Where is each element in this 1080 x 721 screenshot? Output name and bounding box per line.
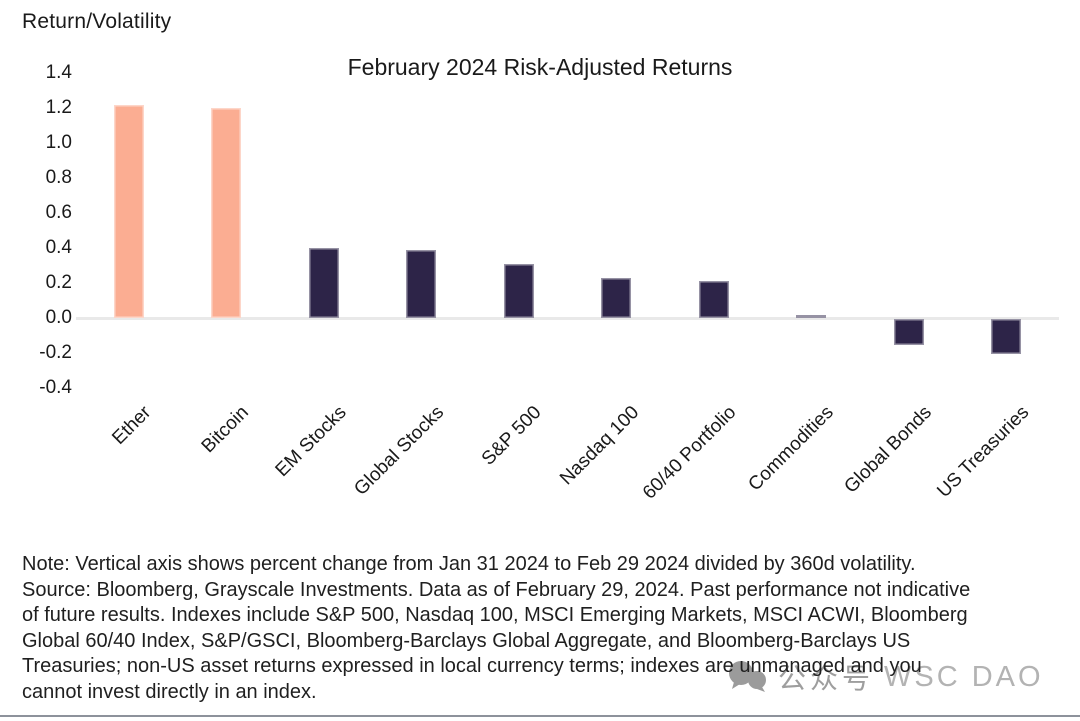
- x-tick-label: S&P 500: [477, 402, 546, 470]
- watermark-text-en: WSC DAO: [884, 660, 1044, 693]
- y-axis-title: Return/Volatility: [22, 10, 172, 33]
- chat-bubbles-icon: [728, 660, 768, 694]
- bar-us-treasuries: [991, 319, 1022, 354]
- y-tick-label: 0.0: [45, 307, 72, 328]
- zero-axis-line: [76, 317, 1059, 320]
- watermark-text-cn: 公众号: [778, 663, 875, 694]
- note-line-2: Source: Bloomberg, Grayscale Investments…: [22, 578, 971, 601]
- x-tick-label: Nasdaq 100: [555, 402, 644, 490]
- x-tick-label: Commodities: [744, 402, 839, 496]
- x-tick-label: Global Bonds: [840, 402, 936, 498]
- note-line-3: of future results. Indexes include S&P 5…: [22, 604, 968, 626]
- x-tick-label: US Treasuries: [933, 402, 1034, 502]
- x-tick-label: Global Stocks: [350, 402, 449, 500]
- chart-title: February 2024 Risk-Adjusted Returns: [347, 54, 733, 80]
- plot-area: 1.4 1.2 1.0 0.8 0.6 0.4 0.2 0.0 -0.2 -0.4 Ether Bit…: [39, 62, 1059, 504]
- bar-em-stocks: [308, 248, 339, 318]
- note-line-6: cannot invest directly in an index.: [22, 680, 317, 703]
- y-tick-label: 1.4: [45, 62, 72, 83]
- y-tick-label: 1.2: [45, 97, 72, 118]
- bar-60-40-portfolio: [698, 281, 729, 318]
- y-tick-label: 0.6: [45, 202, 72, 223]
- bar-s-p-500: [503, 263, 534, 318]
- bar-commodities: [796, 314, 827, 318]
- watermark: 公众号 WSC DAO: [728, 657, 1044, 697]
- x-tick-label: Bitcoin: [197, 402, 254, 458]
- note-line-5: Treasuries; non-US asset returns express…: [22, 655, 922, 677]
- y-tick-label: 0.4: [45, 237, 72, 258]
- bottom-divider: [0, 715, 1080, 717]
- y-tick-label: 0.8: [45, 167, 72, 188]
- note-line-1: Note: Vertical axis shows percent change…: [22, 553, 916, 575]
- y-tick-label: -0.4: [39, 377, 72, 398]
- y-tick-label: 0.2: [45, 272, 72, 293]
- bar-nasdaq-100: [601, 277, 632, 318]
- x-tick-label: EM Stocks: [271, 402, 351, 482]
- y-tick-label: 1.0: [45, 132, 72, 153]
- bar-global-stocks: [406, 249, 437, 318]
- bar-ether: [113, 104, 144, 318]
- x-tick-label: Ether: [108, 402, 156, 449]
- note-line-4: Global 60/40 Index, S&P/GSCI, Bloomberg-…: [22, 629, 911, 652]
- bar-global-bonds: [893, 319, 924, 346]
- footnote: Note: Vertical axis shows percent change…: [22, 552, 970, 705]
- y-tick-label: -0.2: [39, 342, 72, 363]
- x-tick-label: 60/40 Portfolio: [639, 402, 741, 504]
- bar-bitcoin: [211, 108, 242, 318]
